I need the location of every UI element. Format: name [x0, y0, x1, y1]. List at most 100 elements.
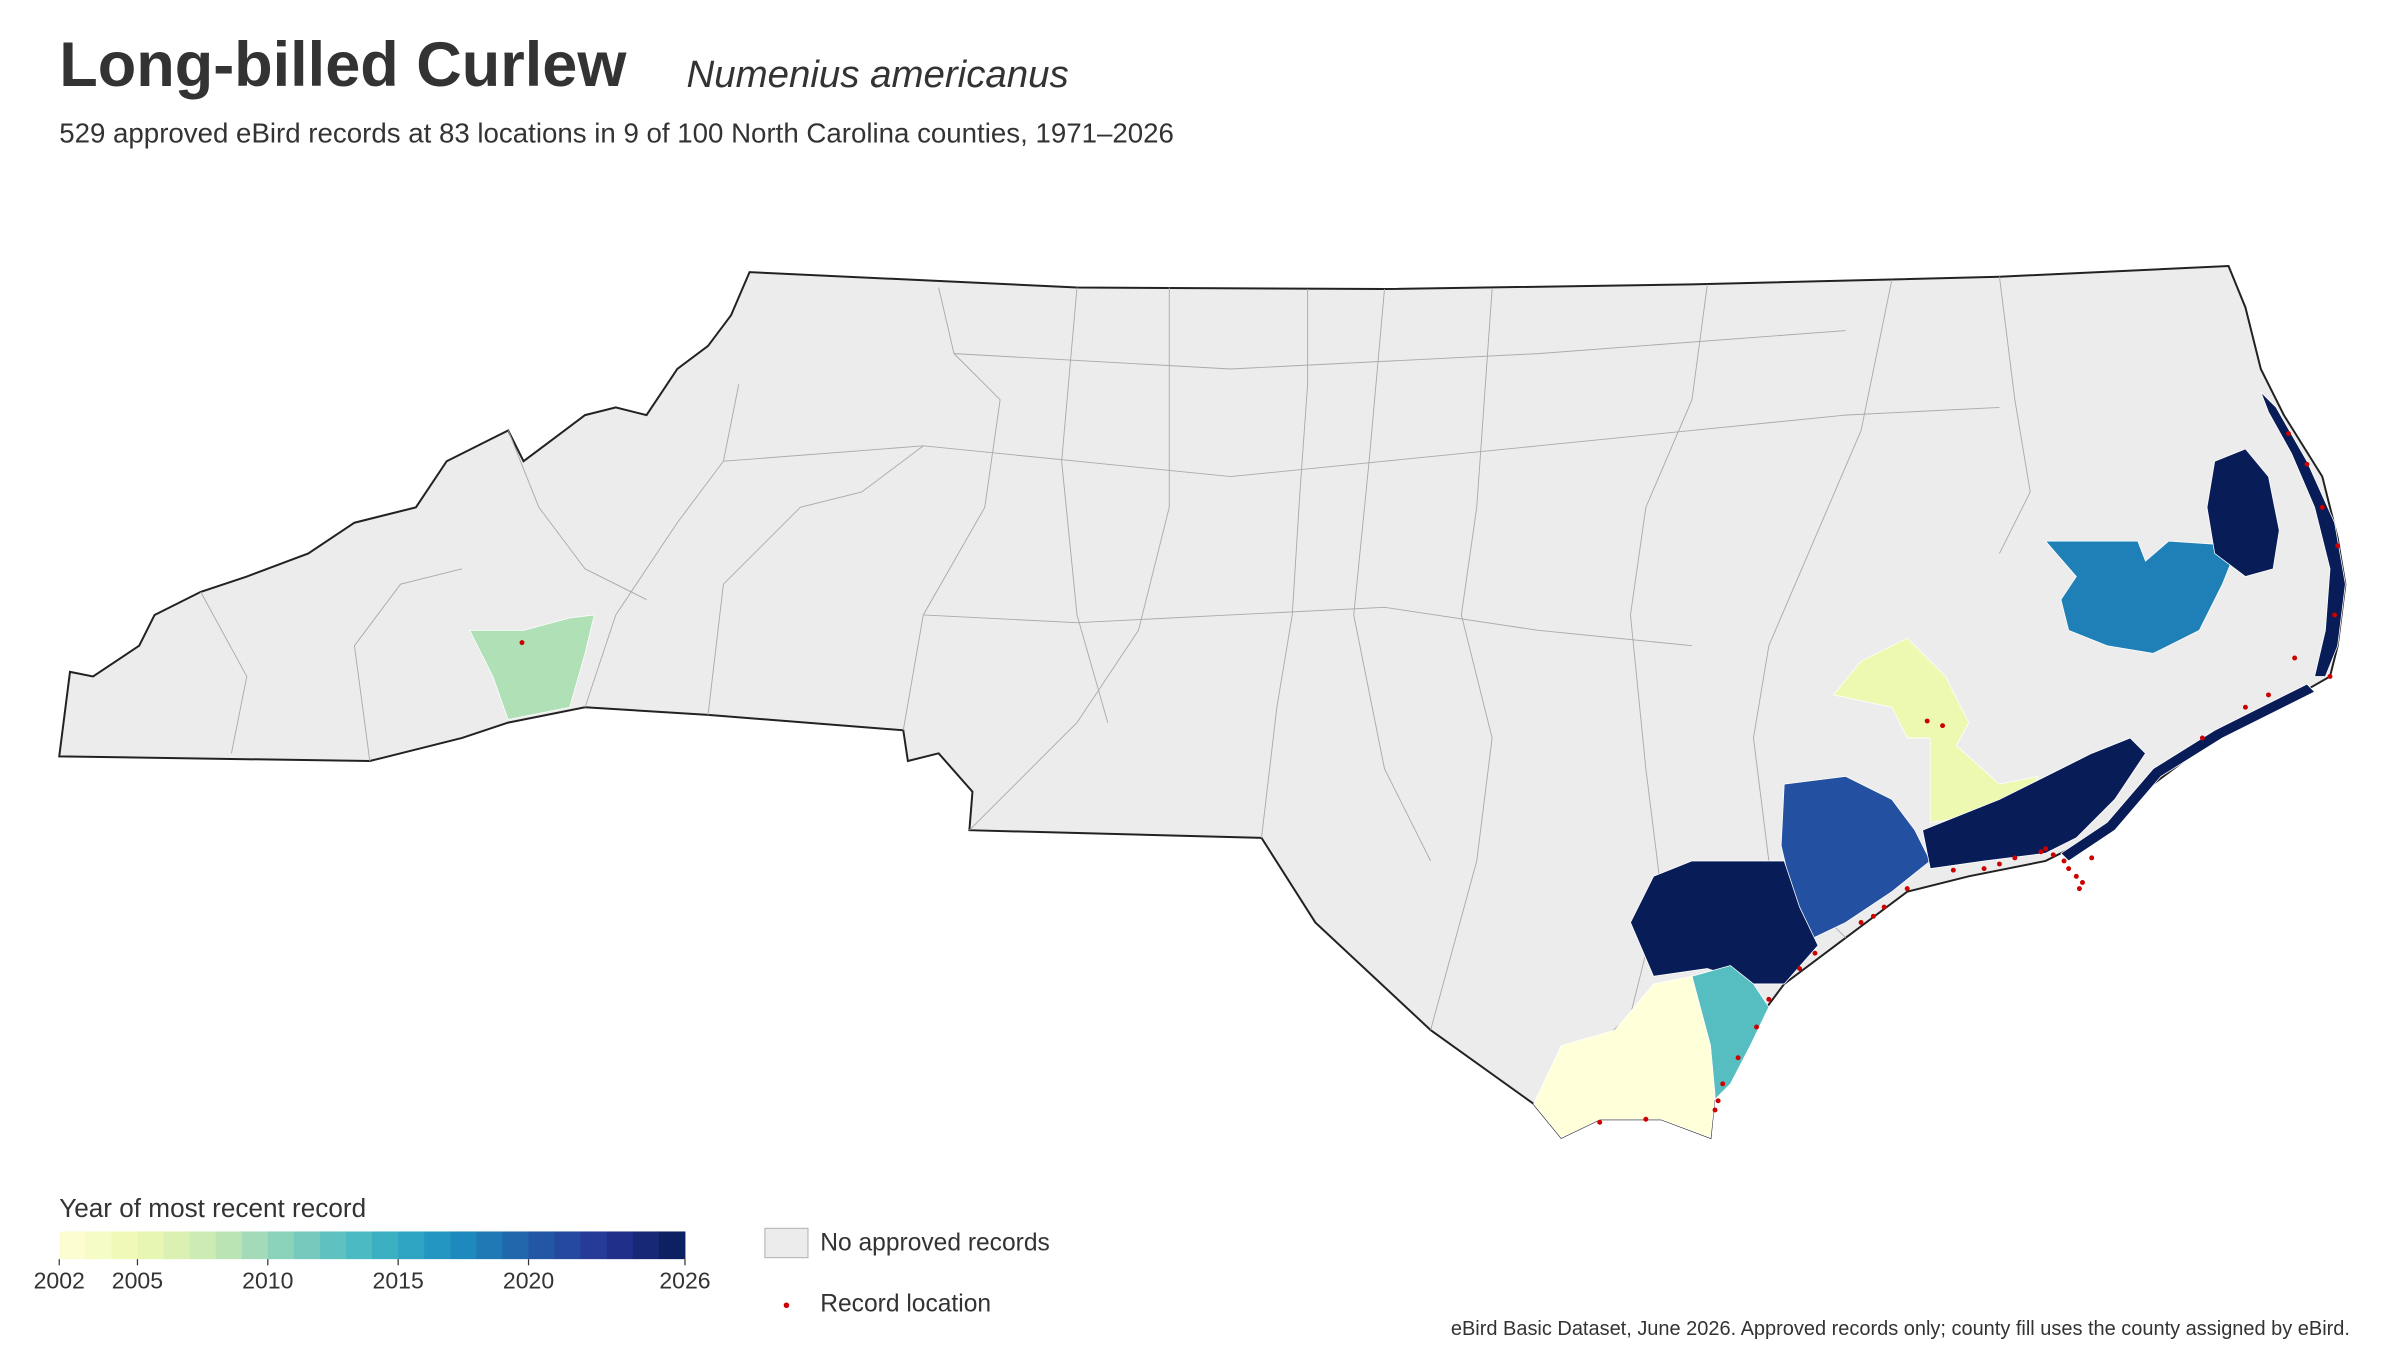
county-choropleth	[1832, 637, 2039, 823]
colorbar-step	[658, 1231, 686, 1260]
record-point	[1940, 723, 1946, 729]
colorbar-step	[372, 1231, 399, 1260]
colorbar-step	[398, 1231, 425, 1260]
county-boundary	[902, 287, 1001, 731]
record-point	[1812, 950, 1818, 956]
record-point	[1712, 1107, 1718, 1113]
colorbar-step	[59, 1231, 86, 1260]
record-point	[2073, 873, 2079, 879]
record-point	[1858, 919, 1864, 925]
county-boundary	[1430, 289, 1493, 1031]
colorbar-step	[293, 1231, 321, 1260]
record-point	[2335, 543, 2341, 549]
record-point	[1797, 966, 1803, 972]
record-point	[2080, 880, 2085, 885]
county-boundary	[707, 445, 924, 715]
county-boundary	[1353, 288, 1432, 862]
colorbar-step	[215, 1231, 243, 1260]
colorbar-step	[267, 1231, 295, 1260]
colorbar-step	[111, 1231, 138, 1260]
record-point	[2038, 849, 2044, 855]
record-point	[2266, 692, 2271, 698]
colorbar-step	[606, 1231, 634, 1260]
record-point	[2050, 852, 2056, 858]
record-point-label: Record location	[820, 1291, 991, 1318]
record-point	[1950, 867, 1956, 873]
title: Long-billed Curlew	[59, 30, 627, 100]
map	[58, 264, 2347, 1140]
record-point	[1720, 1081, 1726, 1087]
record-point	[1904, 886, 1910, 892]
county-choropleth	[1922, 683, 2316, 870]
record-point	[2076, 886, 2082, 892]
record-point	[1643, 1116, 1649, 1122]
colorbar-step	[632, 1231, 660, 1260]
record-point	[2043, 846, 2049, 852]
colorbar-step	[502, 1231, 529, 1260]
record-point	[1981, 866, 1987, 872]
colorbar-step	[346, 1231, 373, 1260]
county-boundary	[1061, 287, 1109, 723]
county-choropleth	[2206, 391, 2346, 677]
record-point	[2286, 431, 2291, 437]
colorbar-step	[554, 1231, 582, 1260]
record-point	[2061, 858, 2067, 864]
county-choropleth	[2044, 540, 2239, 654]
record-point	[2242, 704, 2248, 710]
colorbar-tick-label: 2005	[112, 1267, 163, 1293]
county-boundary	[200, 591, 248, 754]
county-choropleth	[1533, 975, 1716, 1139]
colorbar: 2002 2005 2010 2015 2020 2026	[34, 1231, 711, 1293]
colorbar-step	[85, 1231, 112, 1260]
record-point	[2066, 866, 2072, 872]
county-choropleth	[469, 614, 595, 720]
county-boundary	[353, 568, 463, 762]
record-point	[2089, 855, 2095, 861]
county-boundary	[1533, 284, 1708, 1105]
colorbar-step	[580, 1231, 608, 1260]
county-boundary	[923, 606, 1693, 647]
record-point	[1754, 1024, 1760, 1030]
record-point	[2199, 735, 2205, 741]
record-point	[2319, 504, 2325, 510]
record-point	[1735, 1055, 1741, 1061]
county-boundary	[584, 384, 740, 708]
county-boundary	[1261, 289, 1309, 838]
colorbar-tick-label: 2002	[34, 1267, 85, 1293]
record-point	[2304, 461, 2310, 467]
record-point	[1996, 861, 2002, 867]
colorbar-tick-label: 2015	[373, 1267, 424, 1293]
county-boundary	[507, 430, 647, 601]
colorbar-step	[189, 1231, 217, 1260]
species: Numenius americanus	[687, 53, 1069, 96]
colorbar-step	[319, 1231, 347, 1260]
record-point	[1766, 996, 1772, 1002]
colorbar-title: Year of most recent record	[59, 1193, 366, 1223]
record-point	[1870, 913, 1876, 919]
colorbar-tick-label: 2026	[659, 1267, 710, 1293]
colorbar-step	[450, 1231, 477, 1260]
colorbar-step	[528, 1231, 556, 1260]
colorbar-step	[241, 1231, 269, 1260]
record-point	[1881, 904, 1887, 910]
subtitle: 529 approved eBird records at 83 locatio…	[59, 118, 1174, 149]
source-note: eBird Basic Dataset, June 2026. Approved…	[1451, 1318, 2350, 1340]
record-point-swatch	[783, 1302, 790, 1309]
record-point	[2332, 612, 2338, 618]
colorbar-step	[424, 1231, 451, 1260]
state-outline	[58, 264, 2347, 1140]
no-data-swatch	[764, 1227, 809, 1259]
colorbar-step	[476, 1231, 503, 1260]
county-boundary	[953, 330, 1846, 370]
colorbar-tick-label: 2020	[503, 1267, 554, 1293]
record-point	[1597, 1119, 1603, 1125]
colorbar-step	[163, 1231, 191, 1260]
record-point	[1715, 1098, 1721, 1104]
county-boundary	[723, 406, 2000, 478]
record-point	[2292, 655, 2298, 661]
record-point	[519, 640, 525, 646]
record-point	[1924, 718, 1930, 724]
colorbar-step	[137, 1231, 164, 1260]
